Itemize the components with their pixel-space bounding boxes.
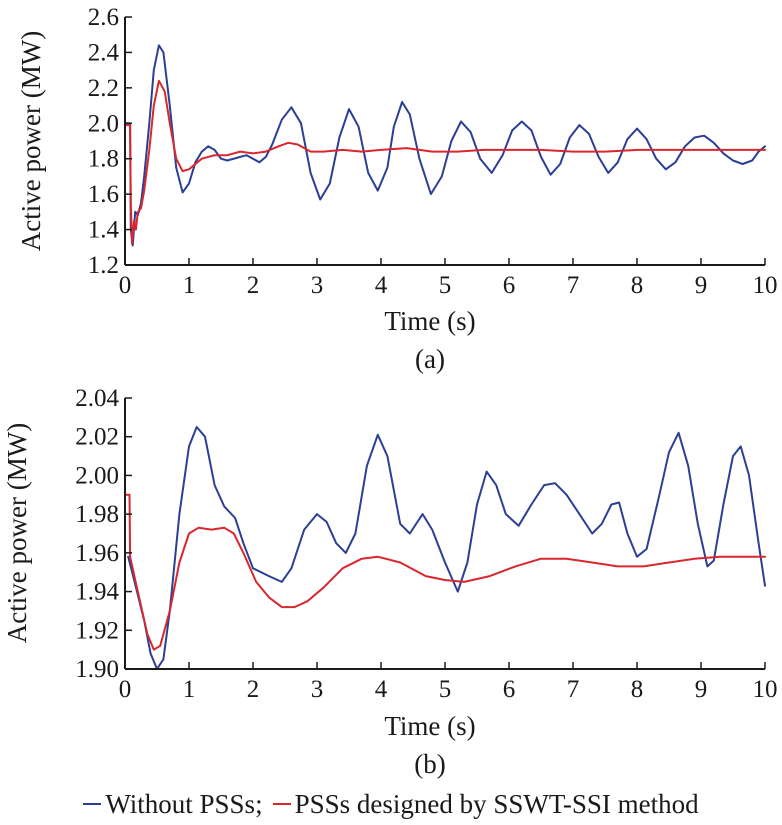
y-axis-title: Active power (MW) [16, 31, 46, 251]
x-axis-title: Time (s) [384, 711, 475, 741]
y-tick-label: 1.92 [75, 617, 119, 644]
y-tick-label: 1.4 [88, 217, 120, 244]
legend: Without PSSs; PSSs designed by SSWT-SSI … [0, 786, 782, 822]
x-tick-label: 3 [311, 676, 324, 703]
x-tick-label: 4 [375, 272, 388, 299]
y-tick-label: 1.94 [75, 579, 119, 606]
x-tick-label: 8 [631, 272, 644, 299]
chart-panel-b: 0 1 2 3 4 5 6 7 8 9 10 1.90 1.92 1.94 1.96 1.98 2.00 2.02… [2, 385, 778, 779]
legend-item-sswt-ssi-pss: PSSs designed by SSWT-SSI method [272, 788, 699, 820]
x-tick-label: 9 [695, 272, 708, 299]
x-tick-label: 0 [119, 272, 132, 299]
legend-label-sswt-ssi-pss: PSSs designed by SSWT-SSI method [294, 788, 699, 819]
series-line-without-pss [127, 426, 766, 670]
x-tick-label: 10 [753, 676, 778, 703]
x-tick-label: 0 [119, 676, 132, 703]
x-tick-label: 10 [753, 272, 778, 299]
x-tick-label: 9 [695, 676, 708, 703]
y-tick-label: 2.00 [75, 462, 119, 489]
x-tick-label: 8 [631, 676, 644, 703]
series-line-without-pss [124, 44, 766, 247]
y-tick-label: 2.02 [75, 424, 119, 451]
y-tick-label: 2.04 [75, 385, 119, 412]
y-tick-label: 2.0 [88, 110, 119, 137]
x-axis-title: Time (s) [384, 306, 475, 336]
y-tick-label: 2.6 [88, 4, 119, 31]
series-line-sswt-ssi-pss [124, 79, 766, 245]
x-tick-label: 6 [503, 272, 516, 299]
y-tick-label: 1.2 [88, 252, 119, 279]
y-tick-label: 2.4 [88, 39, 120, 66]
x-tick-label: 4 [375, 676, 388, 703]
panel-label: (a) [415, 344, 445, 374]
y-tick-label: 1.98 [75, 501, 119, 528]
x-tick-label: 1 [183, 676, 196, 703]
x-tick-label: 3 [311, 272, 324, 299]
y-tick-label: 1.8 [88, 146, 119, 173]
x-tick-label: 5 [439, 676, 452, 703]
legend-separator: ; [255, 788, 263, 819]
x-tick-label: 2 [247, 272, 260, 299]
x-tick-label: 6 [503, 676, 516, 703]
x-tick-label: 1 [183, 272, 196, 299]
x-tick-label: 7 [567, 676, 580, 703]
y-tick-label: 1.90 [75, 656, 119, 683]
y-tick-label: 2.2 [88, 75, 119, 102]
panel-label: (b) [414, 749, 445, 779]
legend-swatch-without-pss [83, 803, 102, 805]
x-tick-label: 7 [567, 272, 580, 299]
series-line-sswt-ssi-pss [124, 493, 766, 651]
legend-swatch-sswt-ssi-pss [272, 803, 291, 805]
y-tick-label: 1.96 [75, 540, 119, 567]
y-axis-title: Active power (MW) [2, 423, 32, 643]
y-tick-label: 1.6 [88, 181, 119, 208]
legend-label-without-pss: Without PSSs [105, 788, 256, 819]
figure-canvas: 0 1 2 3 4 5 6 7 8 9 101.21.41.61.82.02.22.42.6Acti… [2, 4, 778, 779]
legend-item-without-pss: Without PSSs; [83, 789, 272, 820]
x-tick-label: 2 [247, 676, 260, 703]
x-tick-label: 5 [439, 272, 452, 299]
chart-panel-a: 0 1 2 3 4 5 6 7 8 9 10 1.2 1.4 1.6 1.8 2.0 2.2 2.4 2.6 Acti… [16, 4, 778, 374]
